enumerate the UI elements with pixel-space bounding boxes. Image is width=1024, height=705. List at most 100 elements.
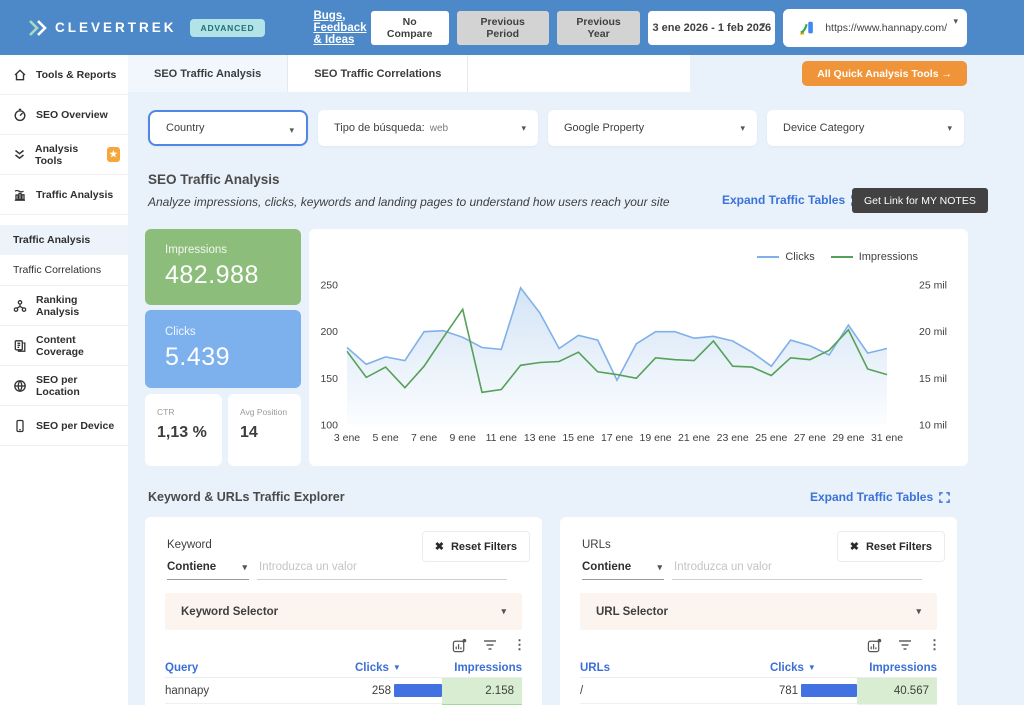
keyword-selector-dropdown[interactable]: Keyword Selector ▾	[165, 593, 522, 630]
get-link-my-notes-button[interactable]: Get Link for MY NOTES	[852, 188, 988, 213]
ctr-value: 1,13 %	[157, 424, 222, 442]
advanced-badge: ADVANCED	[190, 19, 266, 37]
no-compare-button[interactable]: No Compare	[371, 11, 449, 45]
expand-icon	[939, 492, 950, 503]
traffic-line-chart[interactable]: 25020015010025 mil20 mil15 mil10 mil3 en…	[311, 271, 961, 451]
section-title: SEO Traffic Analysis	[148, 172, 280, 187]
home-icon	[13, 68, 27, 82]
chevron-down-icon: ▾	[916, 607, 921, 616]
operator-value: Contiene	[582, 561, 631, 573]
tab-label: SEO Traffic Analysis	[154, 68, 261, 80]
svg-text:3 ene: 3 ene	[334, 432, 360, 444]
kebab-menu-icon[interactable]: ⋮	[513, 637, 526, 653]
chevron-down-icon: ▾	[761, 21, 766, 30]
svg-text:29 ene: 29 ene	[832, 432, 864, 444]
impressions-line-icon	[831, 256, 853, 258]
search-type-filter-dropdown[interactable]: Tipo de búsqueda: web ▾	[318, 110, 538, 146]
tab-strip: SEO Traffic Analysis SEO Traffic Correla…	[128, 55, 1024, 92]
legend-item-impressions: Impressions	[831, 251, 918, 263]
clicks-bar	[801, 684, 857, 697]
url-cell: /	[580, 685, 742, 697]
keyword-filter-label: Keyword	[167, 539, 212, 551]
sidebar-item-label: Tools & Reports	[36, 69, 116, 81]
column-header-clicks[interactable]: Clicks▼	[742, 662, 857, 674]
kebab-menu-icon[interactable]: ⋮	[928, 637, 941, 653]
sidebar-item-label: Ranking Analysis	[36, 294, 120, 318]
urls-table-header: URLs Clicks▼ Impressions	[580, 663, 937, 678]
selector-label: URL Selector	[596, 606, 668, 618]
column-header-impressions[interactable]: Impressions	[857, 662, 937, 674]
sidebar-item-traffic-analysis[interactable]: Traffic Analysis	[0, 175, 128, 215]
avg-position-value: 14	[240, 424, 301, 442]
country-filter-dropdown[interactable]: Country ▾	[148, 110, 308, 146]
filter-value: web	[430, 123, 448, 134]
urls-reset-filters-button[interactable]: ✖ Reset Filters	[837, 531, 945, 562]
avg-position-label: Avg Position	[240, 407, 301, 417]
impressions-value: 482.988	[165, 261, 301, 290]
sidebar-item-analysis-tools[interactable]: Analysis Tools ★	[0, 135, 128, 175]
brand-logo[interactable]: CLEVERTREK	[28, 20, 177, 36]
sidebar-item-seo-per-device[interactable]: SEO per Device	[0, 406, 128, 446]
all-quick-analysis-tools-button[interactable]: All Quick Analysis Tools →	[802, 61, 967, 86]
property-selector[interactable]: https://www.hannapy.com/ ▾	[783, 9, 967, 47]
filter-label: Country	[166, 122, 205, 134]
column-header-query[interactable]: Query	[165, 662, 327, 674]
phone-icon	[13, 419, 27, 433]
impressions-cell: 2.158	[442, 678, 522, 704]
column-header-clicks[interactable]: Clicks▼	[327, 662, 442, 674]
tabstrip-right-area: All Quick Analysis Tools →	[690, 55, 1024, 92]
filter-label: Device Category	[783, 122, 864, 134]
filter-bar: Country ▾ Tipo de búsqueda: web ▾ Google…	[148, 110, 964, 146]
sidebar-item-content-coverage[interactable]: Content Coverage	[0, 326, 128, 366]
google-property-filter-dropdown[interactable]: Google Property ▾	[548, 110, 757, 146]
urls-table-toolbar: ⋮	[867, 637, 941, 653]
sidebar-item-seo-per-location[interactable]: SEO per Location	[0, 366, 128, 406]
table-row[interactable]: hannapy 258 2.158	[165, 678, 522, 704]
filter-icon[interactable]	[483, 639, 497, 651]
explorer-title: Keyword & URLs Traffic Explorer	[148, 490, 345, 504]
column-header-impressions[interactable]: Impressions	[442, 662, 522, 674]
selector-label: Keyword Selector	[181, 606, 278, 618]
filter-icon[interactable]	[898, 639, 912, 651]
chart-settings-icon[interactable]	[452, 638, 467, 653]
device-category-filter-dropdown[interactable]: Device Category ▾	[767, 110, 964, 146]
keyword-table: Query Clicks▼ Impressions hannapy 258 2.…	[165, 663, 522, 705]
submenu-item-traffic-correlations[interactable]: Traffic Correlations	[0, 255, 128, 285]
urls-operator-select[interactable]: Contiene ▾	[582, 557, 664, 580]
sidebar-item-tools-reports[interactable]: Tools & Reports	[0, 55, 128, 95]
tab-seo-traffic-correlations[interactable]: SEO Traffic Correlations	[287, 55, 468, 92]
chevron-down-icon: ▾	[740, 124, 745, 133]
date-range-selector[interactable]: 3 ene 2026 - 1 feb 2026 ▾	[648, 11, 775, 45]
keyword-reset-filters-button[interactable]: ✖ Reset Filters	[422, 531, 530, 562]
previous-year-button[interactable]: Previous Year	[557, 11, 640, 45]
table-row[interactable]: / 781 40.567	[580, 678, 937, 704]
column-header-urls[interactable]: URLs	[580, 662, 742, 674]
traffic-analysis-submenu: Traffic Analysis Traffic Correlations	[0, 215, 128, 286]
chevrons-down-icon	[13, 148, 26, 161]
documents-icon	[13, 339, 27, 353]
keyword-operator-select[interactable]: Contiene ▾	[167, 557, 249, 580]
sidebar-item-label: Content Coverage	[36, 334, 120, 358]
tab-seo-traffic-analysis[interactable]: SEO Traffic Analysis	[128, 55, 287, 92]
feedback-link[interactable]: Bugs, Feedback & Ideas	[313, 10, 370, 46]
query-cell: hannapy	[165, 685, 327, 697]
property-url: https://www.hannapy.com/	[825, 22, 947, 34]
chart-settings-icon[interactable]	[867, 638, 882, 653]
svg-text:150: 150	[320, 373, 338, 385]
tab-label: SEO Traffic Correlations	[314, 68, 441, 80]
sidebar-item-label: SEO Overview	[36, 109, 108, 121]
url-selector-dropdown[interactable]: URL Selector ▾	[580, 593, 937, 630]
svg-text:15 mil: 15 mil	[919, 373, 947, 385]
previous-period-button[interactable]: Previous Period	[457, 11, 549, 45]
expand-traffic-tables-link-2[interactable]: Expand Traffic Tables	[810, 490, 950, 504]
top-header-bar: CLEVERTREK ADVANCED Bugs, Feedback & Ide…	[0, 0, 1024, 55]
expand-link-label: Expand Traffic Tables	[722, 193, 845, 207]
sort-desc-icon: ▼	[808, 663, 816, 672]
sidebar-nav: Tools & Reports SEO Overview Analysis To…	[0, 55, 128, 705]
sidebar-item-ranking-analysis[interactable]: Ranking Analysis	[0, 286, 128, 326]
submenu-item-traffic-analysis[interactable]: Traffic Analysis	[0, 225, 128, 255]
filter-label: Tipo de búsqueda:	[334, 122, 425, 134]
sidebar-item-seo-overview[interactable]: SEO Overview	[0, 95, 128, 135]
chevron-down-icon: ▾	[501, 607, 506, 616]
expand-traffic-tables-link[interactable]: Expand Traffic Tables	[722, 193, 862, 207]
